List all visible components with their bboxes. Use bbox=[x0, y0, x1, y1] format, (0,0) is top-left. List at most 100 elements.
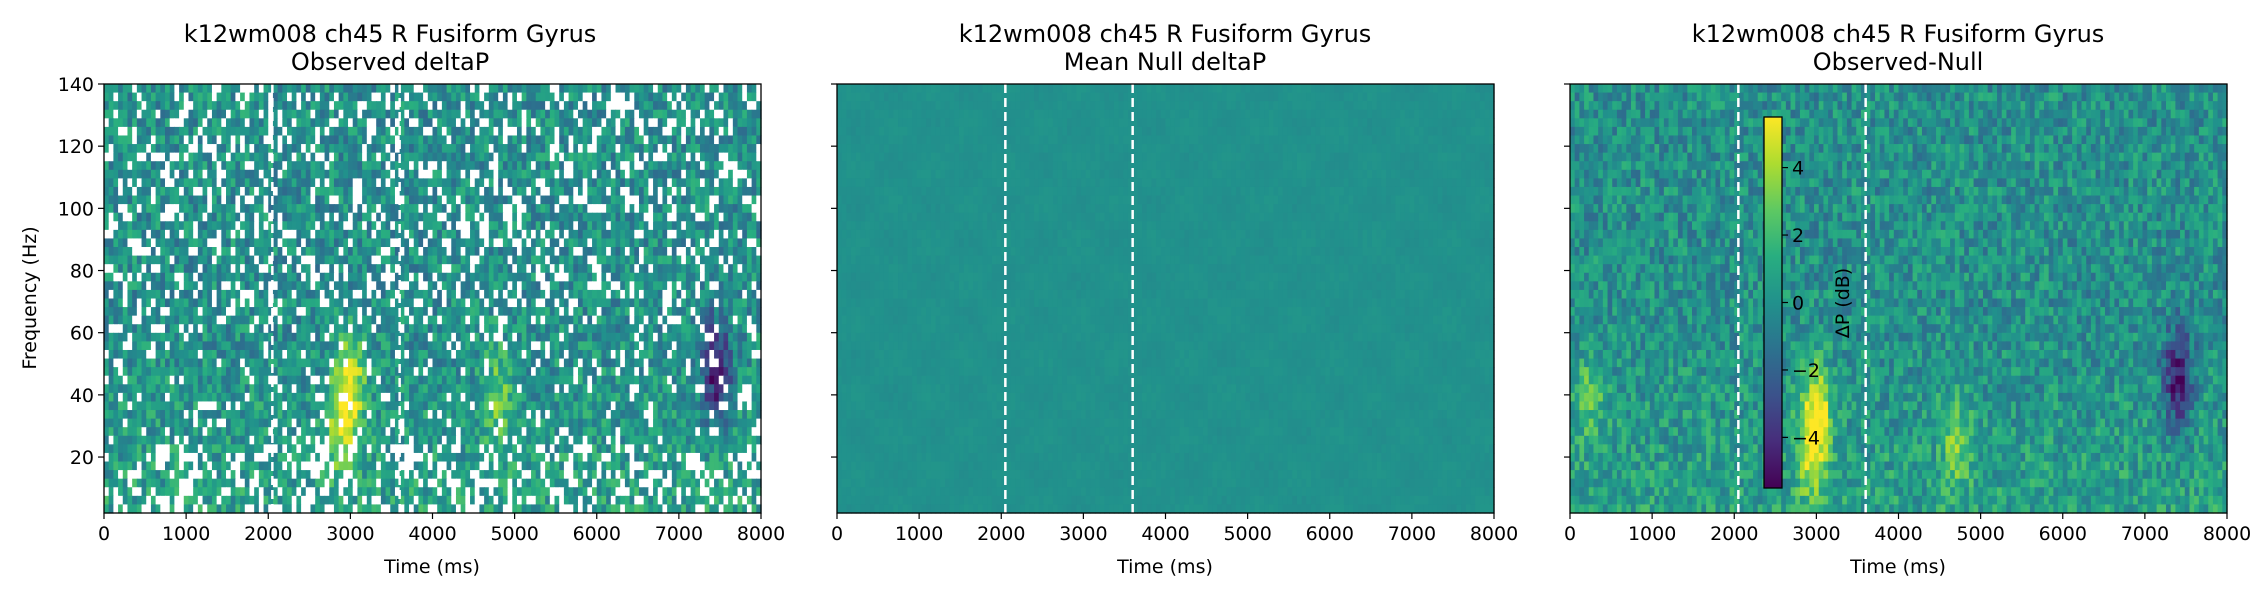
heat-cell bbox=[601, 273, 606, 282]
heat-cell bbox=[437, 213, 442, 222]
heat-cell bbox=[113, 376, 118, 385]
heat-cell bbox=[536, 101, 541, 110]
heat-cell bbox=[691, 230, 696, 239]
heat-cell bbox=[231, 367, 236, 376]
heat-cell bbox=[146, 238, 151, 247]
heat-cell bbox=[742, 341, 747, 350]
heat-cell bbox=[447, 204, 452, 213]
heat-cell bbox=[728, 376, 733, 385]
heat-cell bbox=[113, 93, 118, 102]
heat-cell bbox=[662, 247, 667, 256]
heat-cell bbox=[550, 213, 555, 222]
heat-cell bbox=[648, 367, 653, 376]
heat-cell bbox=[235, 376, 240, 385]
heat-cell bbox=[686, 93, 691, 102]
heat-cell bbox=[686, 127, 691, 136]
heat-cell bbox=[723, 204, 728, 213]
heat-cell bbox=[662, 178, 667, 187]
heat-cell bbox=[348, 170, 353, 179]
heat-cell bbox=[339, 84, 344, 93]
heat-cell bbox=[583, 324, 588, 333]
heat-cell bbox=[630, 84, 635, 93]
heat-cell bbox=[371, 299, 376, 308]
heat-cell bbox=[249, 93, 254, 102]
heat-cell bbox=[686, 238, 691, 247]
heat-cell bbox=[573, 273, 578, 282]
heat-cell bbox=[494, 110, 499, 119]
heat-cell bbox=[240, 350, 245, 359]
heat-cell bbox=[531, 135, 536, 144]
heat-cell bbox=[752, 299, 757, 308]
heat-cell bbox=[475, 230, 480, 239]
heat-cell bbox=[550, 144, 555, 153]
heat-cell bbox=[184, 101, 189, 110]
heat-cell bbox=[310, 316, 315, 325]
heat-cell bbox=[376, 281, 381, 290]
heat-cell bbox=[587, 161, 592, 170]
heat-cell bbox=[569, 341, 574, 350]
heat-cell bbox=[179, 178, 184, 187]
heat-cell bbox=[475, 350, 480, 359]
heat-cell bbox=[203, 110, 208, 119]
heat-cell bbox=[461, 316, 466, 325]
heat-cell bbox=[630, 213, 635, 222]
heat-cell bbox=[709, 101, 714, 110]
heat-cell bbox=[245, 359, 250, 368]
heat-cell bbox=[296, 110, 301, 119]
heat-cell bbox=[742, 213, 747, 222]
heat-cell bbox=[752, 213, 757, 222]
heat-cell bbox=[287, 324, 292, 333]
heat-cell bbox=[386, 307, 391, 316]
heat-cell bbox=[174, 341, 179, 350]
heat-cell bbox=[644, 118, 649, 127]
heat-cell bbox=[409, 281, 414, 290]
heat-cell bbox=[132, 359, 137, 368]
heat-cell bbox=[484, 230, 489, 239]
heat-cell bbox=[738, 93, 743, 102]
heat-cell bbox=[672, 307, 677, 316]
heat-cell bbox=[738, 350, 743, 359]
heat-cell bbox=[442, 247, 447, 256]
heat-cell bbox=[639, 118, 644, 127]
heat-cell bbox=[625, 367, 630, 376]
heat-cell bbox=[423, 144, 428, 153]
heat-cell bbox=[296, 264, 301, 273]
heat-cell bbox=[606, 359, 611, 368]
heat-cell bbox=[559, 221, 564, 230]
heat-cell bbox=[508, 213, 513, 222]
heat-cell bbox=[296, 144, 301, 153]
heat-cell bbox=[719, 281, 724, 290]
heat-cell bbox=[113, 273, 118, 282]
heat-cell bbox=[151, 307, 156, 316]
heat-cell bbox=[170, 144, 175, 153]
heat-cell bbox=[662, 221, 667, 230]
heat-cell bbox=[658, 324, 663, 333]
heat-cell bbox=[292, 213, 297, 222]
heat-cell bbox=[606, 316, 611, 325]
heat-cell bbox=[362, 247, 367, 256]
heat-cell bbox=[325, 376, 330, 385]
heat-cell bbox=[465, 93, 470, 102]
heat-cell bbox=[184, 247, 189, 256]
heat-cell bbox=[550, 187, 555, 196]
heat-cell bbox=[310, 204, 315, 213]
heat-cell bbox=[217, 247, 222, 256]
heat-cell bbox=[691, 376, 696, 385]
heat-cell bbox=[512, 324, 517, 333]
heat-cell bbox=[343, 110, 348, 119]
heat-cell bbox=[132, 221, 137, 230]
heat-cell bbox=[348, 238, 353, 247]
heat-cell bbox=[508, 230, 513, 239]
heat-cell bbox=[264, 230, 269, 239]
heat-cell bbox=[653, 101, 658, 110]
heat-cell bbox=[249, 135, 254, 144]
heat-cell bbox=[264, 170, 269, 179]
heat-cell bbox=[559, 307, 564, 316]
heat-cell bbox=[132, 161, 137, 170]
heat-cell bbox=[742, 367, 747, 376]
heat-cell bbox=[583, 333, 588, 342]
heat-cell bbox=[329, 384, 334, 393]
heat-cell bbox=[306, 290, 311, 299]
heat-cell bbox=[686, 307, 691, 316]
heat-cell bbox=[578, 187, 583, 196]
